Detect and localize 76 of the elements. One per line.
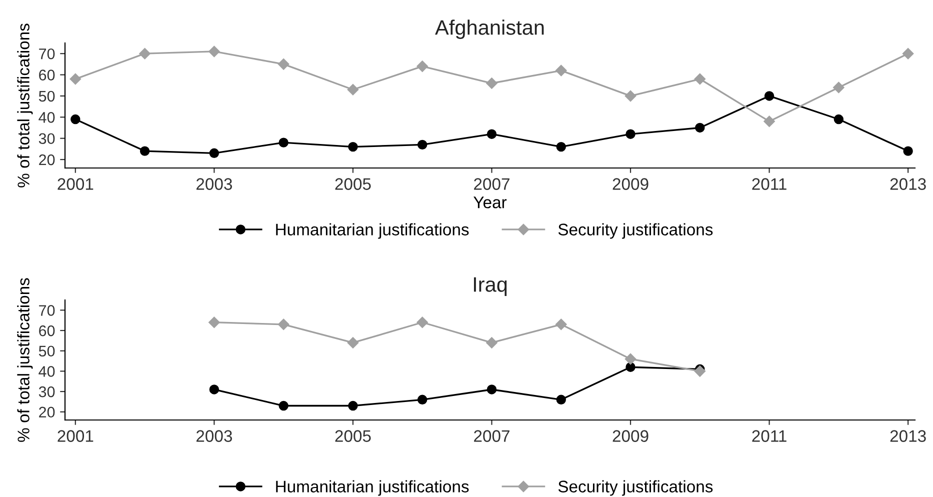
x-tick-label: 2013 <box>890 178 926 190</box>
point <box>556 142 566 152</box>
point <box>209 148 220 158</box>
point <box>208 46 220 58</box>
y-tick-label: 20 <box>39 406 55 418</box>
point <box>208 316 220 328</box>
point <box>694 73 706 85</box>
point <box>416 316 428 328</box>
point <box>486 384 497 394</box>
point <box>278 58 290 70</box>
point <box>764 91 774 101</box>
y-tick-label: 60 <box>39 325 55 336</box>
point <box>486 129 497 139</box>
point <box>347 84 359 96</box>
point <box>70 73 82 85</box>
point <box>278 138 288 148</box>
y-tick-label: 70 <box>39 48 55 60</box>
x-tick-label: 2005 <box>335 430 371 442</box>
point <box>278 400 288 411</box>
chart-title: Afghanistan <box>435 20 544 39</box>
x-tick-label: 2005 <box>335 178 371 190</box>
point <box>556 318 567 330</box>
point <box>902 48 914 60</box>
x-tick-label: 2009 <box>612 178 648 190</box>
x-tick-label: 2011 <box>752 430 786 442</box>
legend-label: Security justifications <box>558 480 713 496</box>
point <box>833 82 844 94</box>
y-tick-label: 70 <box>39 305 55 316</box>
x-axis-title: Year <box>474 196 507 208</box>
point <box>348 400 358 411</box>
point <box>209 384 220 394</box>
x-tick-label: 2009 <box>612 430 648 442</box>
point <box>486 337 498 348</box>
y-tick-label: 60 <box>39 70 55 80</box>
point <box>764 116 775 127</box>
y-tick-label: 50 <box>38 90 55 102</box>
point <box>417 140 428 150</box>
point <box>140 146 150 156</box>
y-tick-label: 40 <box>38 366 55 377</box>
point <box>626 362 636 372</box>
point <box>70 114 80 124</box>
point <box>139 48 150 60</box>
x-tick-label: 2003 <box>196 178 232 190</box>
point <box>694 366 706 377</box>
y-tick-label: 30 <box>38 133 55 144</box>
chart-title: Iraq <box>474 277 507 296</box>
point <box>556 64 567 76</box>
x-tick-label: 2007 <box>474 430 510 442</box>
legend-label: Humanitarian justifications <box>276 480 469 496</box>
y-axis-title: % of total justifications <box>17 24 33 188</box>
point <box>278 318 290 330</box>
point <box>624 353 636 365</box>
x-tick-label: 2013 <box>890 430 926 442</box>
x-tick-label: 2001 <box>58 430 94 442</box>
point <box>347 337 359 348</box>
y-tick-label: 40 <box>38 112 55 123</box>
point <box>624 90 636 102</box>
legend-label: Security justifications <box>558 223 713 239</box>
point <box>417 394 428 405</box>
x-tick-label: 2001 <box>58 178 94 190</box>
point <box>556 394 566 405</box>
point <box>834 114 844 124</box>
point <box>626 129 636 139</box>
x-tick-label: 2007 <box>474 178 510 190</box>
point <box>903 146 913 156</box>
legend-label: Humanitarian justifications <box>276 223 469 239</box>
point <box>695 122 705 133</box>
point <box>416 60 428 72</box>
x-tick-label: 2003 <box>196 430 232 442</box>
point <box>486 78 498 89</box>
x-tick-label: 2011 <box>752 178 786 190</box>
y-tick-label: 30 <box>38 386 55 398</box>
y-tick-label: 20 <box>39 154 55 166</box>
point <box>348 142 358 152</box>
y-axis-title: % of total justifications <box>17 278 33 442</box>
y-tick-label: 50 <box>38 346 55 357</box>
